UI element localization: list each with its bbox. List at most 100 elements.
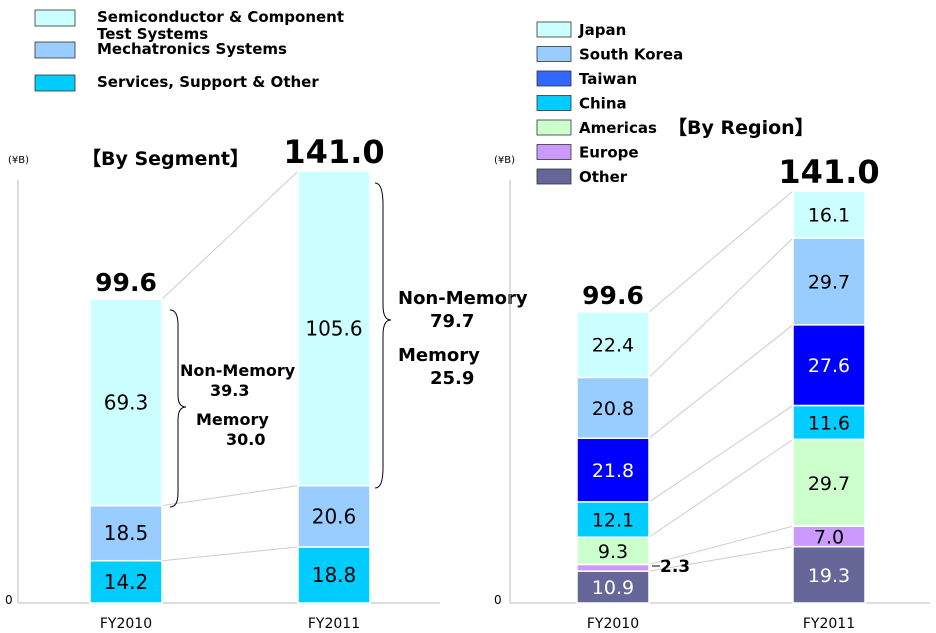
region-label-fy2011-americas: 29.7 xyxy=(808,473,850,495)
region-label-fy2011-europe: 7.0 xyxy=(814,526,844,548)
region-bar-fy2010-south-korea xyxy=(576,376,650,439)
region-legend-item-japan: Japan xyxy=(536,21,626,39)
region-legend-label-europe: Europe xyxy=(579,144,639,162)
region-connector-3 xyxy=(648,438,794,538)
region-label-fy2010-americas: 9.3 xyxy=(598,541,628,563)
region-legend-item-south-korea: South Korea xyxy=(536,46,683,64)
region-bar-fy2010-other xyxy=(576,570,650,604)
segment-label-fy2010-services-support-other: 14.2 xyxy=(104,570,149,594)
region-legend-swatch-americas xyxy=(536,119,572,136)
region-bar-fy2010-japan xyxy=(576,311,650,379)
bracket-fy2011 xyxy=(374,182,392,489)
fy2011-memory-value: 25.9 xyxy=(430,368,474,389)
segment-legend-swatch-services-support-other xyxy=(34,74,76,92)
segment-connector-2 xyxy=(161,485,299,507)
segment-total-fy2010: 99.6 xyxy=(95,268,157,297)
region-legend-item-taiwan: Taiwan xyxy=(536,70,637,88)
region-legend-label-other: Other xyxy=(579,168,628,186)
region-legend-label-taiwan: Taiwan xyxy=(579,70,637,88)
region-connector-2 xyxy=(648,525,794,565)
segment-bar-fy2010-semiconductor-component-test-systems xyxy=(89,298,163,507)
region-total-fy2010: 99.6 xyxy=(582,281,644,310)
region-legend-swatch-japan xyxy=(536,21,572,38)
region-legend-item-europe: Europe xyxy=(536,144,639,162)
region-bar-fy2011-taiwan xyxy=(792,324,866,407)
fy2010-memory-label: Memory xyxy=(196,410,269,429)
region-category-fy2011: FY2011 xyxy=(803,616,855,632)
segment-bar-fy2010-mechatronics-systems xyxy=(89,504,163,562)
region-label-fy2010-japan: 22.4 xyxy=(592,335,634,357)
segment-category-fy2011: FY2011 xyxy=(308,616,360,632)
region-label-fy2010-china: 12.1 xyxy=(592,510,634,532)
fy2011-memory-label: Memory xyxy=(398,345,480,366)
segment-unit-label: (¥B) xyxy=(8,155,29,166)
region-label-fy2011-south-korea: 29.7 xyxy=(808,271,850,293)
region-connector-7 xyxy=(648,190,794,313)
region-legend-swatch-other xyxy=(536,168,572,185)
segment-connector-1 xyxy=(161,546,299,562)
region-label-fy2011-china: 11.6 xyxy=(808,412,850,434)
region-label-fy2011-japan: 16.1 xyxy=(808,205,850,227)
region-bar-fy2011-japan xyxy=(792,190,866,239)
segment-label-fy2011-services-support-other: 18.8 xyxy=(312,563,357,587)
bracket-fy2010 xyxy=(169,309,187,508)
region-connectors xyxy=(648,190,794,572)
region-bar-fy2010-americas xyxy=(576,536,650,566)
region-legend-swatch-south-korea xyxy=(536,46,572,62)
region-legend-swatch-europe xyxy=(536,144,572,160)
segment-connector-3 xyxy=(161,170,299,300)
region-category-fy2010: FY2010 xyxy=(587,616,639,632)
segment-legend-label-semiconductor-component-test-systems-line2: Test Systems xyxy=(97,25,208,43)
fy2010-nonmemory-value: 39.3 xyxy=(210,381,249,400)
segment-legend-item-mechatronics-systems: Mechatronics Systems xyxy=(34,40,287,59)
region-legend-item-americas: Americas xyxy=(536,119,657,137)
region-legend-label-south-korea: South Korea xyxy=(579,46,683,64)
segment-connectors xyxy=(161,170,299,562)
segment-label-fy2010-mechatronics-systems: 18.5 xyxy=(104,521,149,545)
region-bar-fy2011-other xyxy=(792,545,866,604)
region-bars: 10.9 9.3 12.1 21.8 20.8 22.4 99.6 FY2010 19.3 7.0… xyxy=(576,153,880,632)
segment-brackets: Non-Memory 39.3 Memory 30.0 Non-Memory 7… xyxy=(169,182,528,508)
region-legend-label-japan: Japan xyxy=(578,21,626,39)
segment-legend-label-mechatronics-systems: Mechatronics Systems xyxy=(97,40,287,58)
region-unit-label: (¥B) xyxy=(494,155,515,166)
region-legend-label-americas: Americas xyxy=(579,119,657,137)
fy2010-nonmemory-label: Non-Memory xyxy=(180,361,296,380)
region-label-fy2011-taiwan: 27.6 xyxy=(808,355,850,377)
region-bar-fy2011-americas xyxy=(792,438,866,527)
region-label-fy2010-taiwan: 21.8 xyxy=(592,460,634,482)
region-bar-fy2010-china xyxy=(576,501,650,539)
region-legend-swatch-taiwan xyxy=(536,70,572,87)
segment-legend-label-semiconductor-component-test-systems: Semiconductor & Component xyxy=(97,8,344,26)
segment-legend-swatch-semiconductor-component-test-systems xyxy=(34,9,76,27)
fy2011-nonmemory-value: 79.7 xyxy=(430,311,474,332)
segment-bar-fy2011-services-support-other xyxy=(297,546,371,604)
segment-title: 【By Segment】 xyxy=(82,147,249,170)
segment-legend-swatch-mechatronics-systems xyxy=(34,41,76,59)
segment-category-fy2010: FY2010 xyxy=(100,616,152,632)
region-legend-swatch-china xyxy=(536,95,572,111)
region-title: 【By Region】 xyxy=(668,116,814,139)
segment-zero-label: 0 xyxy=(5,593,13,607)
europe-callout-label: 2.3 xyxy=(660,557,690,577)
region-legend-item-other: Other xyxy=(536,168,628,186)
region-bar-fy2011-china xyxy=(792,404,866,441)
region-total-fy2011: 141.0 xyxy=(778,153,879,191)
fy2011-nonmemory-label: Non-Memory xyxy=(398,288,528,309)
region-connector-1 xyxy=(648,546,794,572)
region-label-fy2010-other: 10.9 xyxy=(592,577,634,599)
segment-legend-label-services-support-other: Services, Support & Other xyxy=(97,73,319,91)
region-chart: Japan South Korea Taiwan China Americas Europ… xyxy=(494,21,930,632)
region-connector-6 xyxy=(648,237,794,378)
segment-total-fy2011: 141.0 xyxy=(283,133,384,171)
segment-bar-fy2011-semiconductor-component-test-systems xyxy=(297,170,371,487)
region-legend-item-china: China xyxy=(536,95,627,113)
segment-bars: 14.2 18.5 69.3 99.6 FY2010 18.8 20.6 105.6 141.0… xyxy=(89,133,385,632)
segment-bar-fy2010-services-support-other xyxy=(89,559,163,604)
region-zero-label: 0 xyxy=(494,593,502,607)
fy2010-memory-value: 30.0 xyxy=(226,430,265,449)
